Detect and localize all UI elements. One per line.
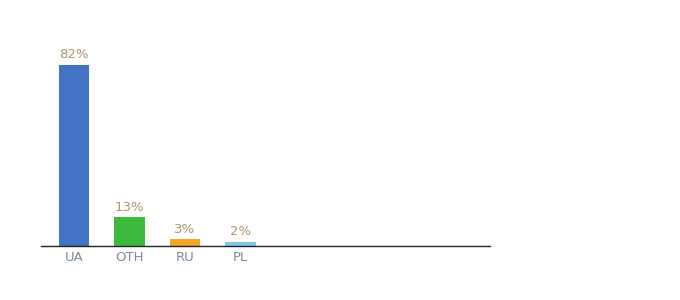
Bar [114,217,145,246]
Bar [225,242,256,246]
Bar [169,239,200,246]
Text: 82%: 82% [59,48,89,62]
Text: 3%: 3% [174,223,195,236]
Text: 2%: 2% [230,225,251,238]
Text: 13%: 13% [115,201,144,214]
Bar [58,65,89,246]
